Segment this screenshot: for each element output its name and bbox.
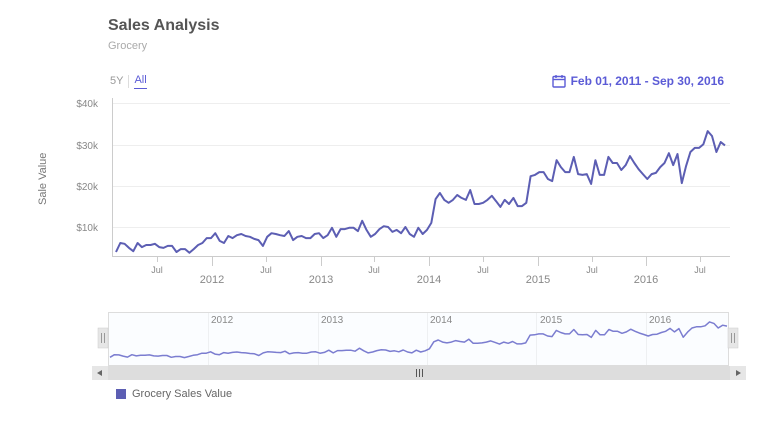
grid-lines — [112, 103, 730, 228]
navigator-label: 2014 — [430, 315, 453, 326]
navigator-label: 2013 — [321, 315, 344, 326]
grip-icon — [416, 369, 423, 377]
navigator-series-line — [109, 321, 728, 359]
navigator-right-handle[interactable] — [727, 327, 739, 349]
date-range-label: Feb 01, 2011 - Sep 30, 2016 — [570, 74, 724, 88]
x-tick-marks — [157, 257, 701, 266]
x-tick: Jul — [694, 265, 706, 275]
calendar-icon — [551, 75, 566, 88]
legend-swatch — [116, 389, 126, 399]
range-separator — [128, 75, 130, 88]
x-tick: Jul — [477, 265, 489, 275]
x-tick: 2013 — [309, 274, 333, 286]
y-tick: $30k — [76, 141, 99, 152]
x-tick: 2012 — [200, 274, 224, 286]
x-tick: Jul — [260, 265, 272, 275]
navigator-label: 2012 — [211, 315, 234, 326]
y-tick: $40k — [76, 99, 99, 110]
chart-subtitle: Grocery — [108, 40, 148, 52]
grip-handle-icon — [731, 333, 735, 343]
y-axis-ticks: $10k $20k $30k $40k — [76, 99, 99, 234]
navigator-frame[interactable] — [108, 312, 729, 366]
navigator-grid — [208, 313, 647, 365]
date-range-picker[interactable]: Feb 01, 2011 - Sep 30, 2016 — [551, 74, 724, 88]
navigator: 2012 2013 2014 2015 2016 — [92, 312, 746, 380]
grip-handle-icon — [101, 333, 105, 343]
y-tick: $20k — [76, 182, 99, 193]
navigator-left-handle[interactable] — [97, 327, 109, 349]
y-tick: $10k — [76, 223, 99, 234]
x-tick: Jul — [151, 265, 163, 275]
arrow-right-icon — [736, 370, 741, 376]
range-all-button[interactable]: All — [134, 74, 147, 89]
range-selector: 5Y All — [110, 74, 147, 89]
navigator-label: 2015 — [540, 315, 563, 326]
range-5y-button[interactable]: 5Y — [110, 74, 124, 87]
x-tick: 2015 — [526, 274, 550, 286]
series-line-grocery-sales[interactable] — [115, 130, 726, 254]
x-tick: 2016 — [634, 274, 658, 286]
x-tick: Jul — [586, 265, 598, 275]
legend-label: Grocery Sales Value — [132, 388, 233, 400]
arrow-left-icon — [97, 370, 102, 376]
navigator-labels: 2012 2013 2014 2015 2016 — [211, 315, 672, 326]
x-tick: 2014 — [417, 274, 441, 286]
chart-title: Sales Analysis — [108, 17, 220, 34]
legend-item-grocery-sales[interactable]: Grocery Sales Value — [116, 388, 232, 400]
x-axis-ticks: Jul 2012 Jul 2013 Jul 2014 Jul 2015 Jul … — [151, 265, 706, 286]
navigator-label: 2016 — [649, 315, 672, 326]
x-tick: Jul — [368, 265, 380, 275]
